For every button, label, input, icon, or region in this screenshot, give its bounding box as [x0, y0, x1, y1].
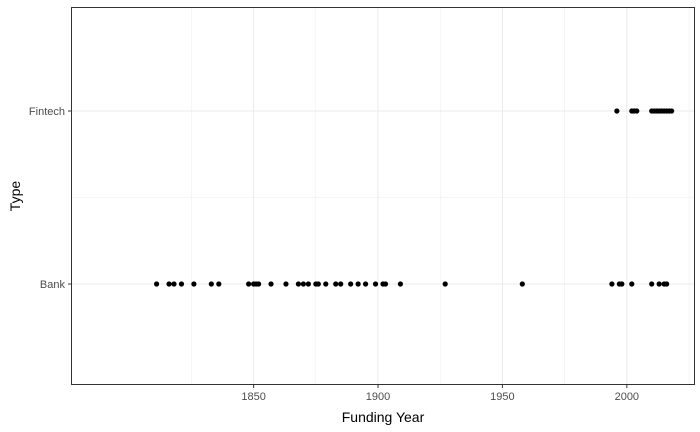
data-point: [348, 281, 354, 287]
data-point: [333, 281, 339, 287]
data-point: [283, 281, 289, 287]
y-axis-title: Type: [7, 181, 23, 212]
data-point: [664, 281, 670, 287]
data-point: [246, 281, 252, 287]
data-point: [295, 281, 302, 287]
data-point: [614, 108, 620, 114]
x-tick-label: 1850: [241, 391, 265, 403]
y-tick-label: Bank: [40, 279, 66, 291]
data-point: [519, 281, 525, 287]
data-point: [442, 281, 448, 287]
data-point: [629, 281, 635, 287]
data-point: [305, 281, 311, 287]
axes: 1850 1900 1950 2000 Bank Fintech: [29, 106, 639, 403]
data-point: [372, 281, 379, 287]
data-point: [153, 281, 160, 287]
data-point: [166, 281, 172, 287]
data-point: [619, 281, 625, 287]
data-point: [171, 281, 177, 287]
data-point: [355, 281, 361, 287]
data-point: [323, 281, 329, 287]
data-point: [268, 281, 274, 287]
data-point: [382, 281, 389, 287]
data-point: [649, 281, 655, 287]
y-tick-label: Fintech: [29, 106, 65, 118]
data-point: [191, 281, 197, 287]
x-axis-title: Funding Year: [342, 409, 425, 425]
data-point: [216, 281, 222, 287]
data-point: [208, 281, 214, 287]
data-point: [178, 281, 185, 287]
x-tick-label: 2000: [615, 391, 639, 403]
data-point: [256, 281, 262, 287]
data-point: [300, 281, 306, 287]
data-points: [153, 108, 675, 287]
data-point: [669, 108, 675, 114]
x-tick-label: 1900: [366, 391, 390, 403]
data-point: [338, 281, 344, 287]
x-tick-label: 1950: [490, 391, 514, 403]
data-point: [656, 281, 662, 287]
data-point: [362, 281, 369, 287]
data-point: [315, 281, 321, 287]
panel-border: [71, 7, 695, 385]
data-point: [609, 281, 615, 287]
data-point: [634, 108, 640, 114]
data-point: [397, 281, 404, 287]
